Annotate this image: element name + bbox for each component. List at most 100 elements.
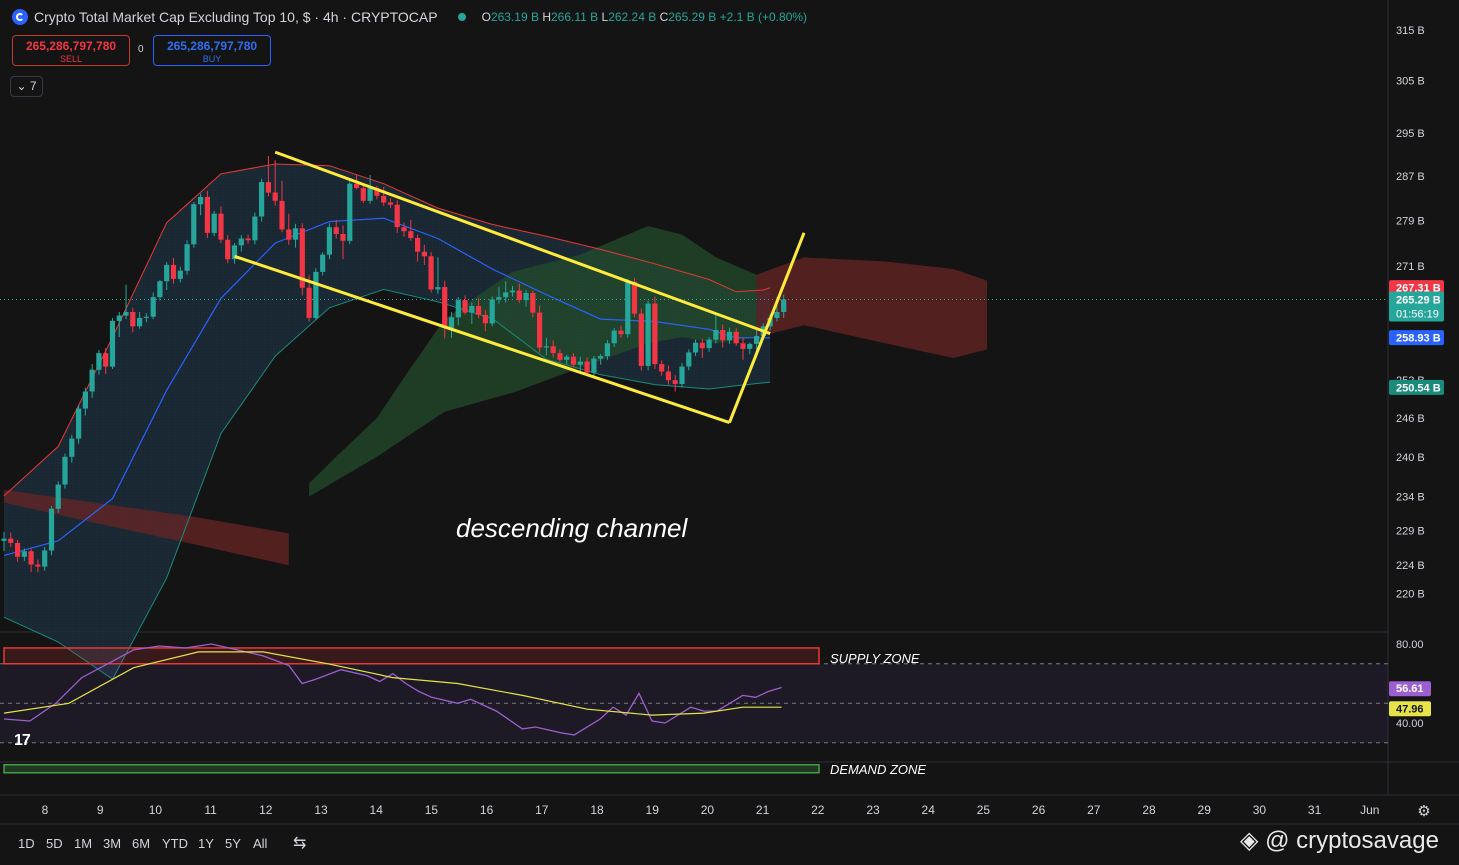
candle-body	[272, 192, 278, 201]
timeframe-5d[interactable]: 5D	[46, 836, 63, 851]
timeframe-1d[interactable]: 1D	[18, 836, 35, 851]
time-axis-tick: 14	[370, 803, 384, 817]
candle-body	[191, 204, 197, 245]
candle-body	[326, 227, 332, 255]
price-axis-tick: 220 B	[1396, 588, 1425, 600]
basis-price-text: 258.93 B	[1396, 333, 1441, 345]
candle-body	[496, 297, 502, 300]
rsi-axis-tick: 80.00	[1396, 639, 1424, 651]
candle-body	[367, 188, 373, 201]
candle-body	[394, 204, 400, 228]
candle-body	[238, 238, 244, 246]
candle-body	[523, 293, 529, 301]
candle-body	[469, 306, 475, 313]
candle-body	[686, 352, 692, 367]
sell-button[interactable]: 265,286,797,780 SELL	[12, 35, 130, 66]
candle-body	[130, 312, 136, 327]
candle-body	[631, 281, 638, 314]
candle-body	[713, 330, 719, 340]
candle-body	[584, 361, 590, 373]
sell-label: SELL	[59, 54, 83, 64]
basis-price-label-bg	[1389, 330, 1444, 346]
candle-body	[354, 183, 360, 189]
buy-price: 265,286,797,780	[166, 39, 258, 53]
candle-body	[28, 551, 34, 565]
time-axis-tick: Jun	[1360, 803, 1379, 817]
symbol-title[interactable]: Crypto Total Market Cap Excluding Top 10…	[34, 9, 438, 25]
candle-body	[313, 271, 319, 318]
candle-body	[516, 290, 522, 300]
cryptocap-logo-icon	[12, 9, 28, 25]
candle-body	[720, 330, 726, 341]
candle-body	[774, 312, 780, 318]
price-axis-tick: 287 B	[1396, 171, 1425, 183]
candle-body	[15, 542, 21, 557]
candle-body	[259, 182, 265, 217]
time-axis-tick: 11	[204, 803, 217, 817]
channel-lower-line	[234, 254, 730, 424]
candle-body	[740, 343, 746, 349]
time-axis-tick: 23	[866, 803, 880, 817]
rsi-ma-line	[3, 651, 782, 716]
candle-body	[170, 264, 177, 279]
rsi-value-label-bg	[1389, 681, 1431, 697]
candle-body	[137, 317, 143, 327]
candle-body	[21, 551, 27, 557]
timeframe-ytd[interactable]: YTD	[162, 836, 188, 851]
time-axis-tick: 28	[1142, 803, 1156, 817]
candle-body	[35, 564, 41, 567]
candle-body	[706, 339, 712, 349]
candle-body	[476, 306, 482, 315]
channel-annotation: descending channel	[456, 513, 689, 543]
price-axis-tick: 229 B	[1396, 526, 1425, 538]
candle-body	[109, 320, 116, 367]
diamond-logo-icon: ◈	[1240, 827, 1259, 854]
timeframe-5y[interactable]: 5Y	[225, 836, 241, 851]
candle-body	[604, 343, 610, 357]
last-price-text: 265.29 B	[1396, 295, 1441, 307]
time-axis-tick: 17	[535, 803, 549, 817]
time-axis-tick: 12	[259, 803, 273, 817]
candle-body	[76, 408, 82, 439]
price-axis-tick: 295 B	[1396, 128, 1425, 140]
buy-button[interactable]: 265,286,797,780 BUY	[153, 35, 271, 66]
time-axis-tick: 21	[756, 803, 770, 817]
candle-body	[754, 336, 760, 344]
date-range-icon[interactable]: ⇆	[293, 835, 307, 852]
timeframe-3m[interactable]: 3M	[103, 836, 122, 851]
candle-body	[299, 228, 305, 288]
candle-body	[693, 342, 699, 353]
time-axis-tick: 19	[646, 803, 660, 817]
candle-body	[733, 331, 739, 344]
candle-body	[645, 303, 651, 366]
price-axis-tick: 315 B	[1396, 25, 1425, 37]
candle-body	[442, 287, 448, 329]
time-axis-tick: 10	[149, 803, 163, 817]
timeframe-1y[interactable]: 1Y	[198, 836, 214, 851]
candle-body	[726, 331, 733, 341]
candle-body	[482, 314, 488, 324]
candle-body	[123, 312, 129, 316]
candle-body	[611, 330, 617, 344]
time-axis-tick: 13	[314, 803, 328, 817]
candle-body	[665, 371, 671, 381]
candle-body	[462, 300, 468, 313]
candle-body	[320, 254, 326, 272]
settings-gear-icon: ⚙	[1417, 803, 1430, 820]
price-axis-tick: 246 B	[1396, 413, 1425, 425]
timeframe-6m[interactable]: 6M	[132, 836, 151, 851]
rsi-value-label-bg	[1389, 701, 1431, 717]
timeframe-all[interactable]: All	[253, 836, 268, 851]
timeframe-1m[interactable]: 1M	[74, 836, 93, 851]
lower-band-price-text: 250.54 B	[1396, 382, 1441, 394]
candle-body	[448, 317, 455, 329]
candle-body	[421, 251, 427, 257]
candle-body	[699, 342, 705, 349]
rsi-axis-tick: 40.00	[1396, 718, 1424, 730]
candle-body	[164, 264, 170, 282]
candle-body	[509, 290, 516, 293]
candle-body	[577, 361, 583, 365]
indicators-toggle[interactable]: ⌄ 7	[10, 76, 43, 97]
tradingview-logo[interactable]: 17	[14, 732, 31, 749]
